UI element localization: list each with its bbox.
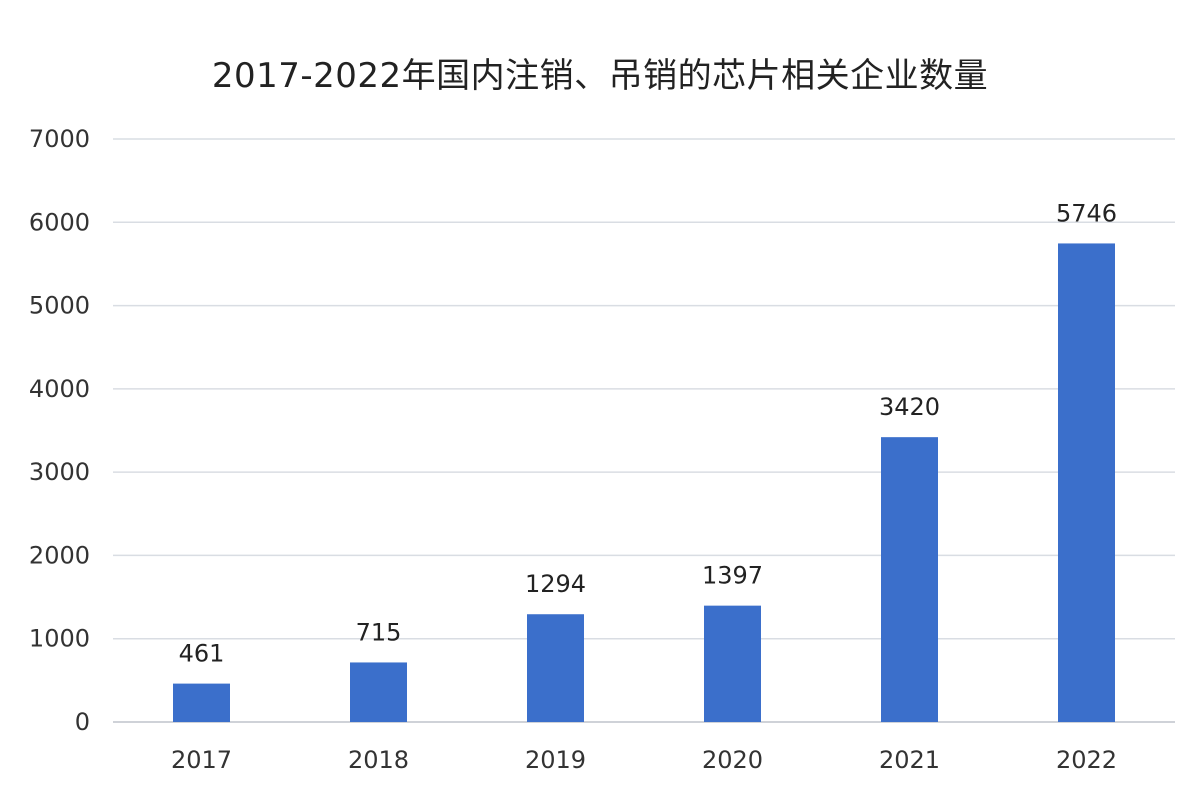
- x-tick-label-2017: 2017: [171, 746, 232, 774]
- data-label-2018: 715: [356, 618, 402, 646]
- data-label-2021: 3420: [879, 393, 940, 421]
- bars: [173, 243, 1115, 722]
- x-tick-label-2022: 2022: [1056, 746, 1117, 774]
- bar-2018: [350, 662, 407, 722]
- grid-lines: [113, 138, 1175, 723]
- bar-2017: [173, 683, 230, 722]
- y-tick-label-0: 0: [75, 708, 90, 736]
- data-label-2019: 1294: [525, 570, 586, 598]
- data-label-2017: 461: [179, 640, 225, 668]
- bar-2020: [704, 605, 761, 722]
- bar-2019: [527, 614, 584, 722]
- data-label-2020: 1397: [702, 562, 763, 590]
- data-labels: 461 715 1294 1397 3420 5746: [179, 199, 1117, 667]
- bar-2022: [1058, 243, 1115, 722]
- y-tick-label-5000: 5000: [29, 292, 90, 320]
- y-tick-label-1000: 1000: [29, 625, 90, 653]
- y-tick-label-2000: 2000: [29, 541, 90, 569]
- x-tick-label-2020: 2020: [702, 746, 763, 774]
- y-tick-label-4000: 4000: [29, 375, 90, 403]
- x-tick-label-2021: 2021: [879, 746, 940, 774]
- data-label-2022: 5746: [1056, 199, 1117, 227]
- y-tick-label-6000: 6000: [29, 208, 90, 236]
- bar-2021: [881, 437, 938, 722]
- y-tick-label-3000: 3000: [29, 458, 90, 486]
- x-axis-ticks: 2017 2018 2019 2020 2021 2022: [171, 746, 1117, 774]
- x-tick-label-2019: 2019: [525, 746, 586, 774]
- y-axis-ticks: 0 1000 2000 3000 4000 5000 6000 7000: [29, 125, 90, 736]
- y-tick-label-7000: 7000: [29, 125, 90, 153]
- chart-title: 2017-2022年国内注销、吊销的芯片相关企业数量: [211, 56, 989, 96]
- x-tick-label-2018: 2018: [348, 746, 409, 774]
